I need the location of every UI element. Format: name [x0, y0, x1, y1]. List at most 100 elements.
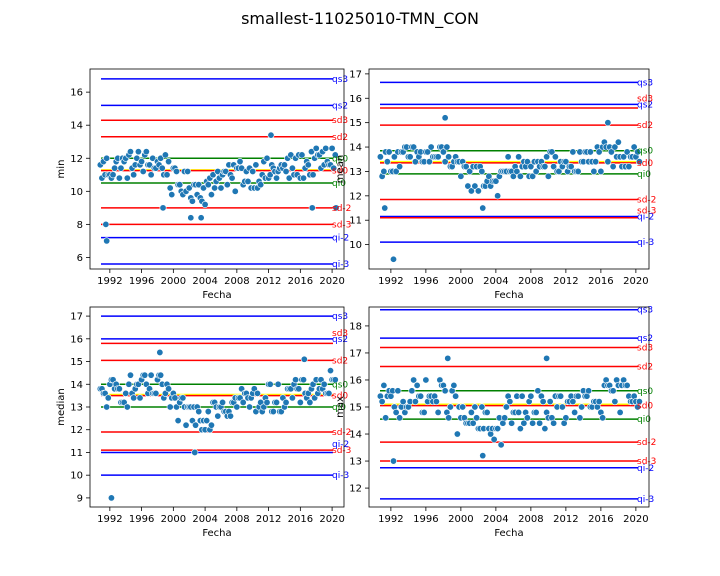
- panel-min: qs3 qs2 sd3 sd2 qs0 sd0 qi0 sd-2 sd-3 qi-2 qi-3 199…: [56, 68, 351, 301]
- y-axis-label: median: [56, 388, 67, 426]
- data-point: [134, 148, 142, 156]
- ref-label-sd0: sd0: [332, 392, 348, 402]
- x-tick-label: 2020: [319, 276, 344, 287]
- data-point: [443, 143, 451, 151]
- data-point: [445, 153, 453, 161]
- data-point: [332, 204, 340, 212]
- ref-label-qi-2: qi-2: [637, 464, 654, 474]
- ref-label-sd-2: sd-2: [637, 195, 656, 205]
- data-point: [165, 158, 173, 166]
- y-tick-label: 18: [349, 321, 362, 332]
- panels: qs3qs2sd3sd2qs0sd0qi0sd-2sd-3qi-2qi-3199…: [56, 68, 656, 539]
- y-tick-label: 17: [349, 348, 362, 359]
- data-point: [304, 161, 312, 169]
- x-tick-label: 2000: [161, 276, 186, 287]
- data-point: [417, 392, 425, 400]
- data-point: [157, 154, 165, 162]
- data-point: [163, 171, 171, 179]
- ref-label-sd-3: sd-3: [332, 446, 351, 456]
- data-point: [502, 403, 510, 411]
- data-point: [425, 158, 433, 166]
- data-point: [635, 398, 643, 406]
- x-axis-label: Fecha: [202, 290, 231, 301]
- ref-label-qi0: qi0: [332, 403, 346, 413]
- data-point: [518, 392, 526, 400]
- data-point: [474, 187, 482, 195]
- data-point: [253, 389, 261, 397]
- data-point: [115, 174, 123, 182]
- data-point: [396, 414, 404, 422]
- ref-label-sd2: sd2: [332, 133, 348, 143]
- data-point: [592, 158, 600, 166]
- data-point: [288, 394, 296, 402]
- ref-label-qs2: qs2: [637, 334, 653, 344]
- x-tick-label: 2016: [588, 514, 613, 525]
- data-point: [204, 408, 212, 416]
- data-point: [479, 452, 487, 460]
- data-point: [557, 392, 565, 400]
- data-point: [331, 376, 339, 384]
- y-tick-label: 10: [349, 240, 362, 251]
- ref-label-qi-3: qi-3: [332, 471, 349, 481]
- y-tick-label: 8: [77, 220, 83, 231]
- x-tick-label: 2000: [448, 276, 473, 287]
- data-point: [219, 398, 227, 406]
- points-mean: [376, 114, 643, 263]
- data-point: [490, 435, 498, 443]
- data-point: [508, 419, 516, 427]
- data-point: [569, 398, 577, 406]
- data-point: [182, 421, 190, 429]
- data-point: [239, 398, 247, 406]
- x-tick-label: 2008: [518, 276, 543, 287]
- data-point: [527, 163, 535, 171]
- data-point: [604, 158, 612, 166]
- y-tick-label: 13: [70, 403, 83, 414]
- data-point: [562, 158, 570, 166]
- y-tick-label: 16: [349, 94, 362, 105]
- data-point: [555, 167, 563, 175]
- data-point: [569, 148, 577, 156]
- ref-label-sd3: sd3: [637, 94, 653, 104]
- data-point: [204, 181, 212, 189]
- ref-label-qs3: qs3: [332, 312, 348, 322]
- data-point: [494, 192, 502, 200]
- data-point: [176, 181, 184, 189]
- data-point: [523, 158, 531, 166]
- x-tick-label: 2020: [319, 514, 344, 525]
- data-point: [541, 163, 549, 171]
- data-point: [471, 403, 479, 411]
- ref-label-qi0: qi0: [637, 170, 651, 180]
- x-axis-label: Fecha: [494, 290, 523, 301]
- data-point: [226, 412, 234, 420]
- ref-label-qs3: qs3: [332, 75, 348, 85]
- data-point: [274, 380, 282, 388]
- data-point: [263, 398, 271, 406]
- ref-label-sd3: sd3: [332, 329, 348, 339]
- x-tick-label: 2004: [192, 514, 217, 525]
- data-point: [462, 163, 470, 171]
- data-point: [527, 392, 535, 400]
- x-tick-label: 2012: [553, 276, 578, 287]
- data-point: [159, 204, 167, 212]
- data-point: [389, 255, 397, 263]
- data-point: [174, 417, 182, 425]
- y-tick-label: 12: [70, 154, 83, 165]
- x-tick-label: 2012: [256, 514, 281, 525]
- y-tick-label: 16: [70, 88, 83, 99]
- data-point: [604, 119, 612, 127]
- data-point: [157, 371, 165, 379]
- data-point: [141, 371, 149, 379]
- data-point: [466, 167, 474, 175]
- data-point: [492, 177, 500, 185]
- data-point: [285, 174, 293, 182]
- data-point: [306, 398, 314, 406]
- axes-frame: [368, 68, 650, 270]
- data-point: [179, 394, 187, 402]
- x-tick-label: 2012: [256, 276, 281, 287]
- y-tick-label: 6: [77, 253, 83, 264]
- ref-label-qi-2: qi-2: [637, 213, 654, 223]
- data-point: [539, 398, 547, 406]
- data-point: [130, 394, 138, 402]
- data-point: [233, 403, 241, 411]
